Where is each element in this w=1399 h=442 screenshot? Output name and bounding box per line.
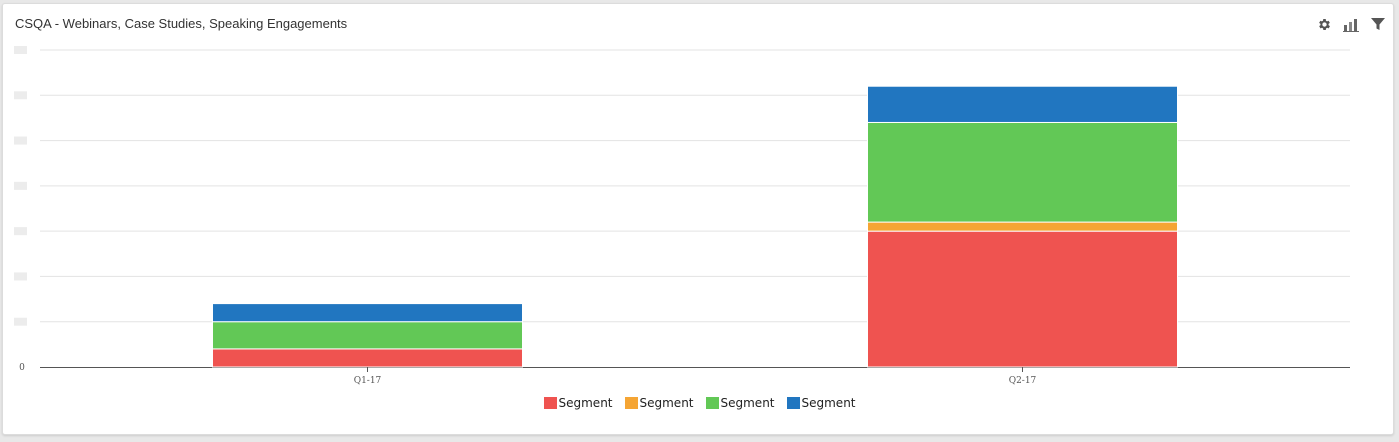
bar-segment: [212, 303, 523, 323]
y-tick-label-hidden: [14, 317, 27, 326]
filter-icon[interactable]: [1369, 15, 1387, 33]
x-tick-label: Q1-17: [354, 376, 382, 386]
legend-label: Segment: [720, 396, 775, 410]
y-tick-label-hidden: [14, 227, 27, 236]
y-tick-label-hidden: [14, 91, 27, 100]
y-tick-label-hidden: [14, 272, 27, 281]
y-tick-label-hidden: [14, 181, 27, 190]
y-tick-label: 0: [19, 363, 25, 373]
bar-segment: [212, 348, 523, 368]
legend-label: Segment: [801, 396, 856, 410]
panel-title: CSQA - Webinars, Case Studies, Speaking …: [15, 16, 348, 31]
y-tick-label-hidden: [14, 46, 27, 54]
legend-label: Segment: [558, 396, 613, 410]
legend-swatch: [624, 397, 638, 409]
x-tick-label: Q2-17: [1009, 376, 1037, 386]
legend-item[interactable]: Segment: [783, 396, 860, 410]
bar-segment: [867, 85, 1178, 123]
panel-toolbar: [1315, 15, 1387, 33]
legend-item[interactable]: Segment: [702, 396, 779, 410]
legend-swatch: [543, 397, 557, 409]
bar-segment: [867, 121, 1178, 223]
bar-segment: [867, 230, 1178, 368]
y-tick-label-hidden: [14, 136, 27, 145]
bar-segment: [212, 321, 523, 350]
bar-segment: [867, 221, 1178, 232]
legend-swatch: [786, 397, 800, 409]
legend-label: Segment: [639, 396, 694, 410]
gear-icon[interactable]: [1315, 15, 1333, 33]
bar-chart-icon[interactable]: [1342, 15, 1360, 33]
legend-swatch: [705, 397, 719, 409]
legend-item[interactable]: Segment: [621, 396, 698, 410]
chart-legend: Segment Segment Segment Segment: [0, 396, 1399, 410]
legend-item[interactable]: Segment: [540, 396, 617, 410]
